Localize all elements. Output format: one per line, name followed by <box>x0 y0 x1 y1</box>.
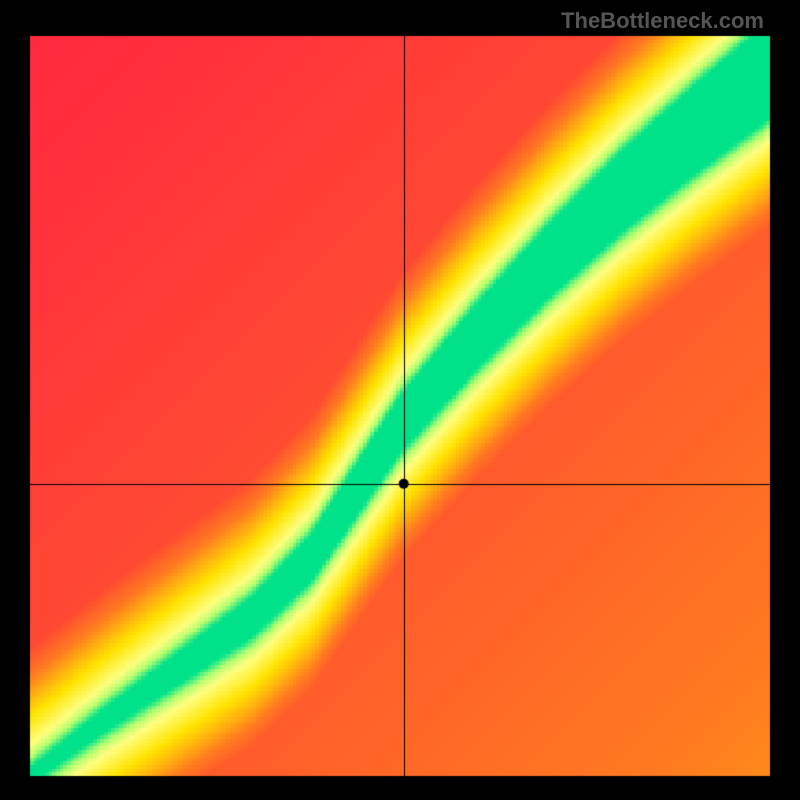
watermark-text: TheBottleneck.com <box>561 8 764 34</box>
bottleneck-heatmap <box>0 0 800 800</box>
